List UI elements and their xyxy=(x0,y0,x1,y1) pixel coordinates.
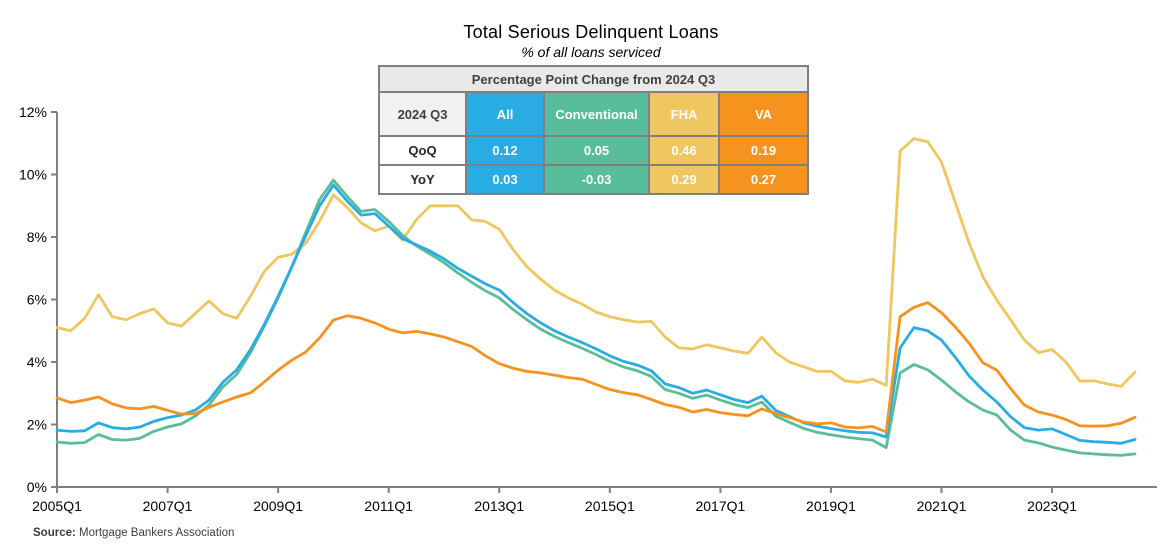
x-tick-label: 2019Q1 xyxy=(806,498,856,514)
y-tick-label: 0% xyxy=(27,479,47,495)
series-line-fha xyxy=(55,137,1137,388)
x-tick-label: 2015Q1 xyxy=(585,498,635,514)
column-header-fha: FHA xyxy=(648,91,720,137)
qoq-conventional-value: 0.05 xyxy=(543,135,650,166)
x-tick-label: 2021Q1 xyxy=(917,498,967,514)
table-corner-label: 2024 Q3 xyxy=(378,91,467,137)
y-tick-label: 2% xyxy=(27,417,47,433)
x-tick-label: 2013Q1 xyxy=(474,498,524,514)
yoy-fha-value: 0.29 xyxy=(648,164,720,195)
x-tick-label: 2009Q1 xyxy=(253,498,303,514)
series-line-va xyxy=(55,301,1137,434)
y-tick-label: 8% xyxy=(27,229,47,245)
y-tick-label: 6% xyxy=(27,292,47,308)
x-tick-label: 2017Q1 xyxy=(695,498,745,514)
y-tick-label: 4% xyxy=(27,354,47,370)
column-header-conventional: Conventional xyxy=(543,91,650,137)
x-tick-label: 2023Q1 xyxy=(1027,498,1077,514)
y-tick-label: 12% xyxy=(19,104,47,120)
table-row: YoY 0.03 -0.03 0.29 0.27 xyxy=(378,164,809,195)
source-prefix: Source: xyxy=(33,527,76,539)
x-tick-label: 2005Q1 xyxy=(32,498,82,514)
yoy-va-value: 0.27 xyxy=(718,164,809,195)
chart-subtitle: % of all loans serviced xyxy=(521,44,661,60)
y-tick-label: 10% xyxy=(19,167,47,183)
qoq-fha-value: 0.46 xyxy=(648,135,720,166)
chart-title: Total Serious Delinquent Loans xyxy=(463,22,719,42)
source-text: Mortgage Bankers Association xyxy=(75,527,235,539)
x-tick-label: 2007Q1 xyxy=(143,498,193,514)
row-label-yoy: YoY xyxy=(378,164,467,195)
column-header-all: All xyxy=(465,91,545,137)
qoq-va-value: 0.19 xyxy=(718,135,809,166)
column-header-va: VA xyxy=(718,91,809,137)
series-line-conventional xyxy=(55,178,1137,457)
change-summary-table: Percentage Point Change from 2024 Q3 202… xyxy=(378,65,809,195)
yoy-all-value: 0.03 xyxy=(465,164,545,195)
yoy-conventional-value: -0.03 xyxy=(543,164,650,195)
series-line-all xyxy=(55,183,1137,445)
table-header: Percentage Point Change from 2024 Q3 xyxy=(378,65,809,93)
row-label-qoq: QoQ xyxy=(378,135,467,166)
qoq-all-value: 0.12 xyxy=(465,135,545,166)
source-note: Source: Mortgage Bankers Association xyxy=(33,527,234,539)
x-tick-label: 2011Q1 xyxy=(364,498,413,514)
table-row: QoQ 0.12 0.05 0.46 0.19 xyxy=(378,135,809,166)
